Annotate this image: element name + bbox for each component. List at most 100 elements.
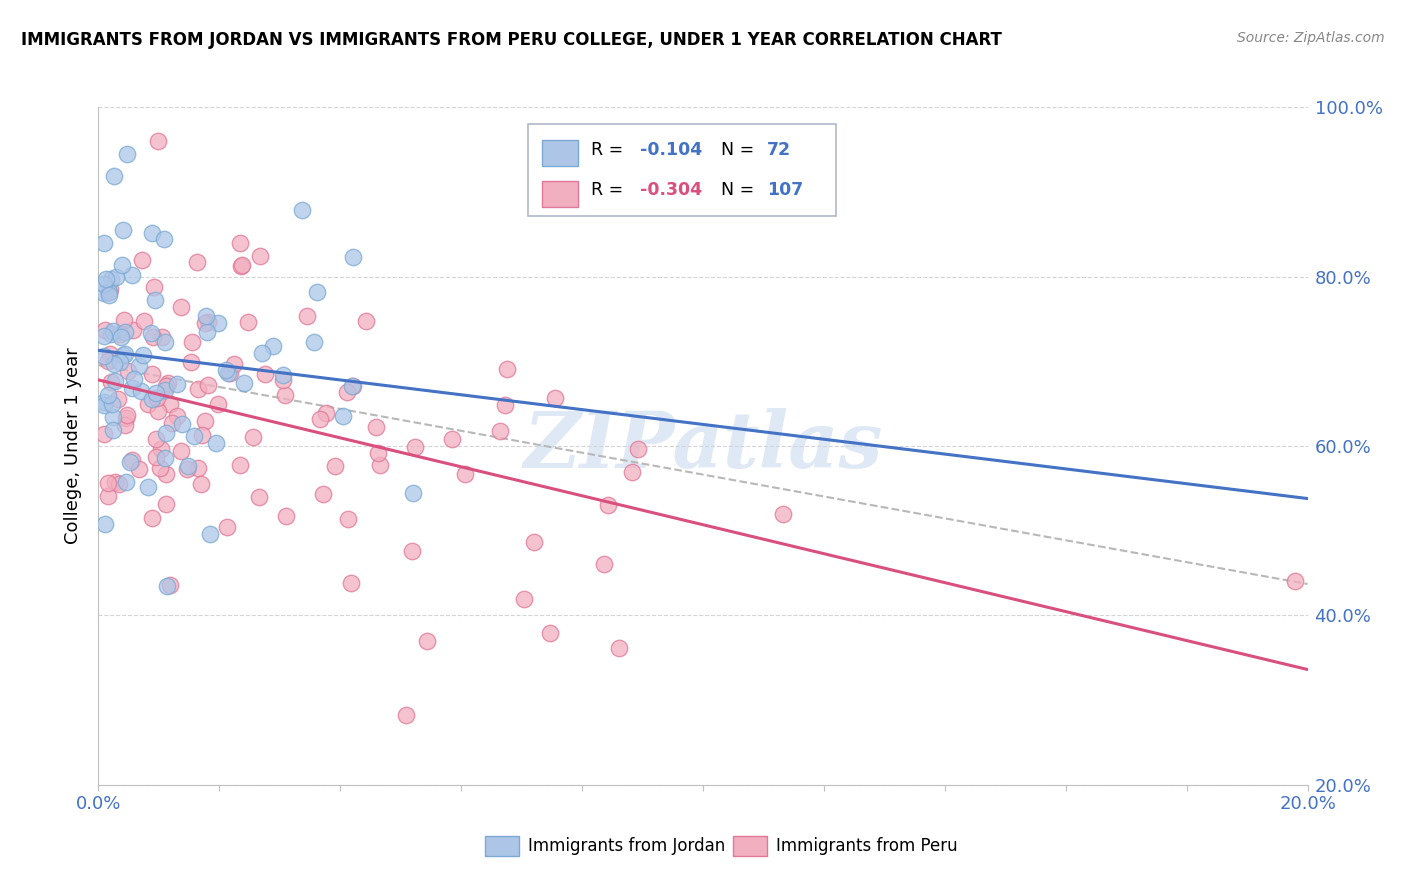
Point — [242, 430, 264, 444]
Point — [181, 335, 204, 350]
Point — [197, 315, 219, 329]
Point — [416, 633, 439, 648]
Point — [110, 329, 132, 343]
Point — [315, 406, 337, 420]
Point — [141, 226, 163, 240]
Point — [121, 453, 143, 467]
Point — [339, 575, 361, 590]
Point — [207, 316, 229, 330]
Point — [190, 477, 212, 491]
Point — [155, 425, 177, 440]
Point — [543, 391, 565, 405]
Point — [336, 511, 359, 525]
Point — [233, 376, 256, 391]
Text: Immigrants from Peru: Immigrants from Peru — [776, 837, 957, 855]
Point — [495, 362, 517, 376]
Point — [98, 285, 121, 299]
Point — [170, 300, 193, 314]
Point — [395, 707, 418, 722]
Point — [93, 277, 115, 291]
Point — [145, 450, 167, 464]
Point — [166, 377, 188, 392]
Point — [273, 368, 295, 383]
Point — [271, 373, 294, 387]
Y-axis label: College, Under 1 year: College, Under 1 year — [65, 348, 83, 544]
Point — [274, 509, 297, 524]
Point — [607, 641, 630, 656]
Text: -0.104: -0.104 — [640, 141, 703, 159]
Point — [121, 268, 143, 283]
Point — [166, 409, 188, 423]
Point — [145, 432, 167, 446]
Point — [94, 323, 117, 337]
Point — [262, 339, 284, 353]
Point — [103, 374, 125, 388]
Point — [593, 557, 616, 571]
Point — [229, 236, 252, 251]
Point — [156, 579, 179, 593]
Point — [231, 258, 253, 272]
Point — [404, 440, 426, 454]
Point — [367, 446, 389, 460]
Text: 107: 107 — [768, 181, 803, 200]
Point — [180, 355, 202, 369]
Point — [195, 325, 218, 339]
Point — [159, 578, 181, 592]
Point — [302, 335, 325, 350]
Point — [402, 486, 425, 500]
Point — [253, 367, 276, 381]
Point — [107, 392, 129, 406]
Text: -0.304: -0.304 — [640, 181, 702, 200]
Point — [627, 442, 650, 456]
Point — [191, 428, 214, 442]
Point — [101, 397, 124, 411]
Point — [152, 232, 174, 246]
Point — [297, 309, 319, 323]
Point — [115, 146, 138, 161]
Point — [170, 417, 193, 432]
Point — [513, 592, 536, 607]
Point — [228, 458, 250, 472]
Point — [97, 388, 120, 402]
Point — [155, 497, 177, 511]
Point — [108, 477, 131, 491]
Text: N =: N = — [721, 141, 759, 159]
Point — [309, 412, 332, 426]
Point — [103, 423, 125, 437]
Point — [136, 397, 159, 411]
Point — [136, 480, 159, 494]
Point — [100, 282, 122, 296]
Point — [94, 517, 117, 532]
Point — [305, 285, 328, 299]
Point — [141, 511, 163, 525]
Point — [131, 348, 153, 362]
Point — [160, 416, 183, 430]
Point — [145, 385, 167, 400]
Point — [141, 367, 163, 381]
Point — [205, 436, 228, 450]
Point — [187, 382, 209, 396]
Point — [596, 499, 619, 513]
Point — [114, 418, 136, 433]
Point — [98, 285, 121, 300]
Bar — [543, 140, 578, 166]
Point — [103, 357, 125, 371]
Point — [523, 535, 546, 549]
Text: R =: R = — [591, 181, 628, 200]
Point — [93, 426, 115, 441]
Point — [194, 309, 217, 323]
Point — [128, 462, 150, 476]
Point — [231, 259, 253, 273]
Point — [1284, 574, 1306, 589]
Point — [325, 458, 347, 473]
Point — [440, 432, 463, 446]
Point — [148, 403, 170, 417]
Point — [122, 323, 145, 337]
Text: ZIPatlas: ZIPatlas — [523, 408, 883, 484]
Point — [176, 462, 198, 476]
Point — [111, 259, 134, 273]
Point — [342, 250, 364, 264]
Point — [187, 461, 209, 475]
FancyBboxPatch shape — [527, 124, 837, 216]
Point — [120, 455, 142, 469]
